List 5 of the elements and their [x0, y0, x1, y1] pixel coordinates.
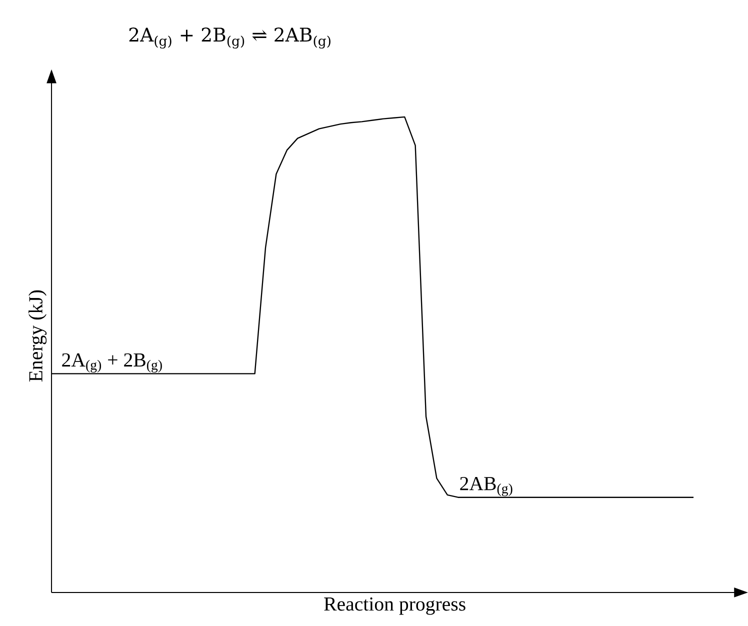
annotation: 2AB$_{(g)}$	[460, 476, 512, 496]
y-axis-title: Energy (kJ)	[28, 290, 47, 382]
chart-title: 2A$_{(g)}$ + 2B$_{(g)}$ ⇌ 2AB$_{(g)}$	[129, 27, 330, 48]
x-axis-title: Reaction progress	[324, 597, 466, 615]
annotation: 2A$_{(g)}$ + 2B$_{(g)}$	[62, 353, 162, 372]
